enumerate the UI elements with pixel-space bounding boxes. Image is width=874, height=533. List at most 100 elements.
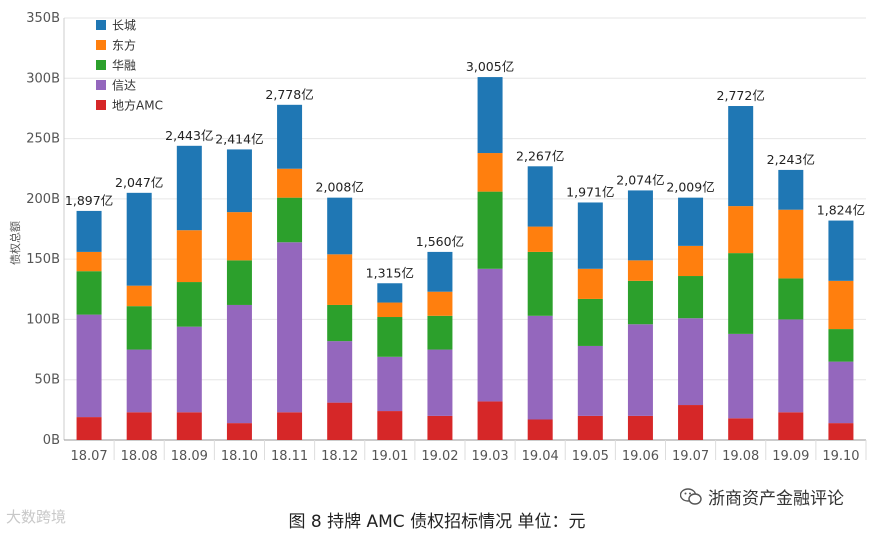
bar-地方AMC [627, 415, 653, 440]
bar-地方AMC [277, 412, 303, 440]
bar-长城 [477, 77, 503, 154]
data-label: 2,414亿 [215, 131, 263, 146]
bar-东方 [377, 302, 403, 318]
bar-华融 [126, 306, 152, 350]
y-tick-label: 0B [43, 433, 60, 448]
x-tick-label: 19.09 [772, 449, 809, 464]
bar-地方AMC [427, 415, 453, 440]
bar-东方 [828, 280, 854, 330]
x-tick-label: 18.10 [221, 449, 258, 464]
y-tick-label: 300B [26, 71, 60, 86]
y-tick-label: 350B [26, 11, 60, 26]
bar-东方 [126, 285, 152, 307]
legend-swatch [96, 60, 106, 70]
x-tick-label: 18.07 [70, 449, 107, 464]
legend-label: 地方AMC [112, 98, 163, 113]
bar-华融 [427, 315, 453, 350]
data-label: 2,443亿 [165, 128, 213, 143]
data-label: 2,009亿 [666, 180, 714, 195]
bar-地方AMC [728, 418, 754, 440]
bar-东方 [226, 212, 252, 261]
bar-华融 [76, 271, 102, 315]
bar-信达 [327, 341, 353, 403]
bar-东方 [76, 251, 102, 272]
x-tick-label: 19.02 [421, 449, 458, 464]
legend-swatch [96, 100, 106, 110]
wechat-icon [680, 487, 702, 505]
bar-华融 [678, 276, 704, 319]
y-axis-ticks: 0B 50B 100B 150B 200B 250B 300B 350B [26, 11, 60, 448]
x-tick-label: 18.12 [321, 449, 358, 464]
bar-信达 [678, 318, 704, 406]
bar-东方 [678, 245, 704, 277]
x-tick-label: 19.01 [371, 449, 408, 464]
bar-长城 [678, 197, 704, 246]
bar-东方 [577, 268, 603, 299]
bar-东方 [327, 254, 353, 305]
bar-信达 [477, 268, 503, 402]
bar-华融 [778, 278, 804, 320]
x-tick-label: 19.05 [572, 449, 609, 464]
bar-长城 [728, 106, 754, 207]
y-tick-label: 150B [26, 252, 60, 267]
bar-东方 [477, 153, 503, 192]
bar-信达 [277, 242, 303, 413]
legend-label: 华融 [112, 59, 136, 73]
data-label: 1,897亿 [65, 193, 113, 208]
bar-信达 [778, 319, 804, 413]
bar-地方AMC [226, 423, 252, 440]
bar-chart: 0B 50B 100B 150B 200B 250B 300B 350B 18.07 18.08… [8, 11, 867, 464]
bar-地方AMC [778, 412, 804, 440]
legend-label: 信达 [112, 79, 136, 93]
watermark-right: 浙商资产金融评论 [680, 484, 844, 509]
bar-地方AMC [327, 402, 353, 440]
figure-caption: 图 8 持牌 AMC 债权招标情况 单位：元 [288, 512, 586, 532]
data-label: 1,315亿 [366, 265, 414, 280]
bar-东方 [427, 291, 453, 316]
bar-地方AMC [176, 412, 202, 440]
data-label: 2,267亿 [516, 148, 564, 163]
bar-华融 [477, 191, 503, 269]
y-tick-label: 50B [35, 373, 60, 388]
bar-长城 [126, 192, 152, 286]
bar-信达 [828, 361, 854, 424]
bar-华融 [277, 197, 303, 243]
watermark-left: 大数跨境 [6, 508, 67, 526]
bar-东方 [627, 260, 653, 281]
y-tick-label: 100B [26, 312, 60, 327]
legend-swatch [96, 40, 106, 50]
bar-地方AMC [577, 415, 603, 440]
bar-地方AMC [76, 417, 102, 440]
x-tick-label: 19.06 [622, 449, 659, 464]
bar-东方 [176, 230, 202, 283]
bar-信达 [728, 333, 754, 419]
data-label: 2,047亿 [115, 175, 163, 190]
bar-信达 [76, 314, 102, 418]
bar-信达 [126, 349, 152, 413]
bar-华融 [627, 280, 653, 325]
legend-swatch [96, 80, 106, 90]
bar-华融 [527, 251, 553, 316]
legend-label: 长城 [112, 19, 136, 33]
x-axis-ticks: 18.07 18.08 18.09 18.10 18.11 18.12 19.01 19.02… [70, 449, 859, 464]
bar-华融 [226, 260, 252, 305]
data-label: 2,772亿 [717, 88, 765, 103]
bar-东方 [527, 226, 553, 252]
x-tick-label: 19.08 [722, 449, 759, 464]
bar-华融 [828, 329, 854, 362]
bar-华融 [577, 298, 603, 346]
bar-地方AMC [678, 405, 704, 440]
bar-信达 [527, 315, 553, 420]
data-label: 3,005亿 [466, 59, 514, 74]
bar-信达 [577, 345, 603, 416]
bar-地方AMC [527, 419, 553, 440]
data-label: 2,008亿 [316, 180, 364, 195]
y-axis-label: 债权总额 [8, 221, 22, 265]
bar-长城 [377, 283, 403, 303]
bar-长城 [627, 190, 653, 261]
bar-信达 [226, 304, 252, 424]
x-tick-label: 19.10 [822, 449, 859, 464]
bar-地方AMC [828, 423, 854, 440]
